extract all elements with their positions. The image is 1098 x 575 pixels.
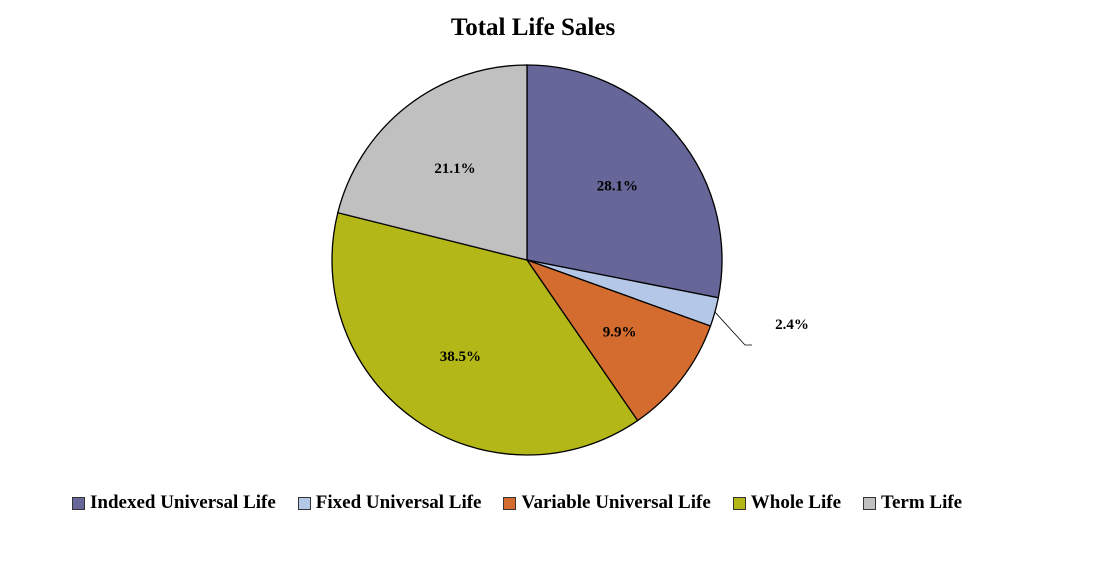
legend-swatch [863,496,877,510]
legend-label: Indexed Universal Life [90,492,276,513]
pie-slice-variable-universal-life [525,258,712,422]
legend-label: Fixed Universal Life [315,492,482,513]
legend-label: Term Life [881,492,963,513]
legend-swatch [503,496,517,510]
data-label: 38.5% [440,349,481,365]
leader-line [714,311,752,346]
data-label: 28.1% [597,179,638,195]
legend-swatch [732,496,746,510]
legend-label: Whole Life [750,492,842,513]
legend-item: Indexed Universal Life [72,492,276,514]
legend-label: Variable Universal Life [521,492,711,513]
legend-item: Fixed Universal Life [297,492,482,514]
legend-item: Whole Life [732,492,842,514]
data-label: 9.9% [603,324,637,340]
legend-swatch [72,496,85,510]
data-label: 21.1% [434,161,475,177]
data-label: 2.4% [775,317,809,333]
pie-slice-term-life [337,64,528,261]
chart-title: Total Life Sales [450,14,616,41]
pie-slice-indexed-universal-life [526,64,723,299]
legend-item: Variable Universal Life [503,492,711,514]
pie-slice-whole-life [331,211,639,456]
legend: Indexed Universal Life Fixed Universal Li… [72,492,984,514]
legend-item: Term Life [863,492,962,514]
legend-swatch [297,496,311,510]
